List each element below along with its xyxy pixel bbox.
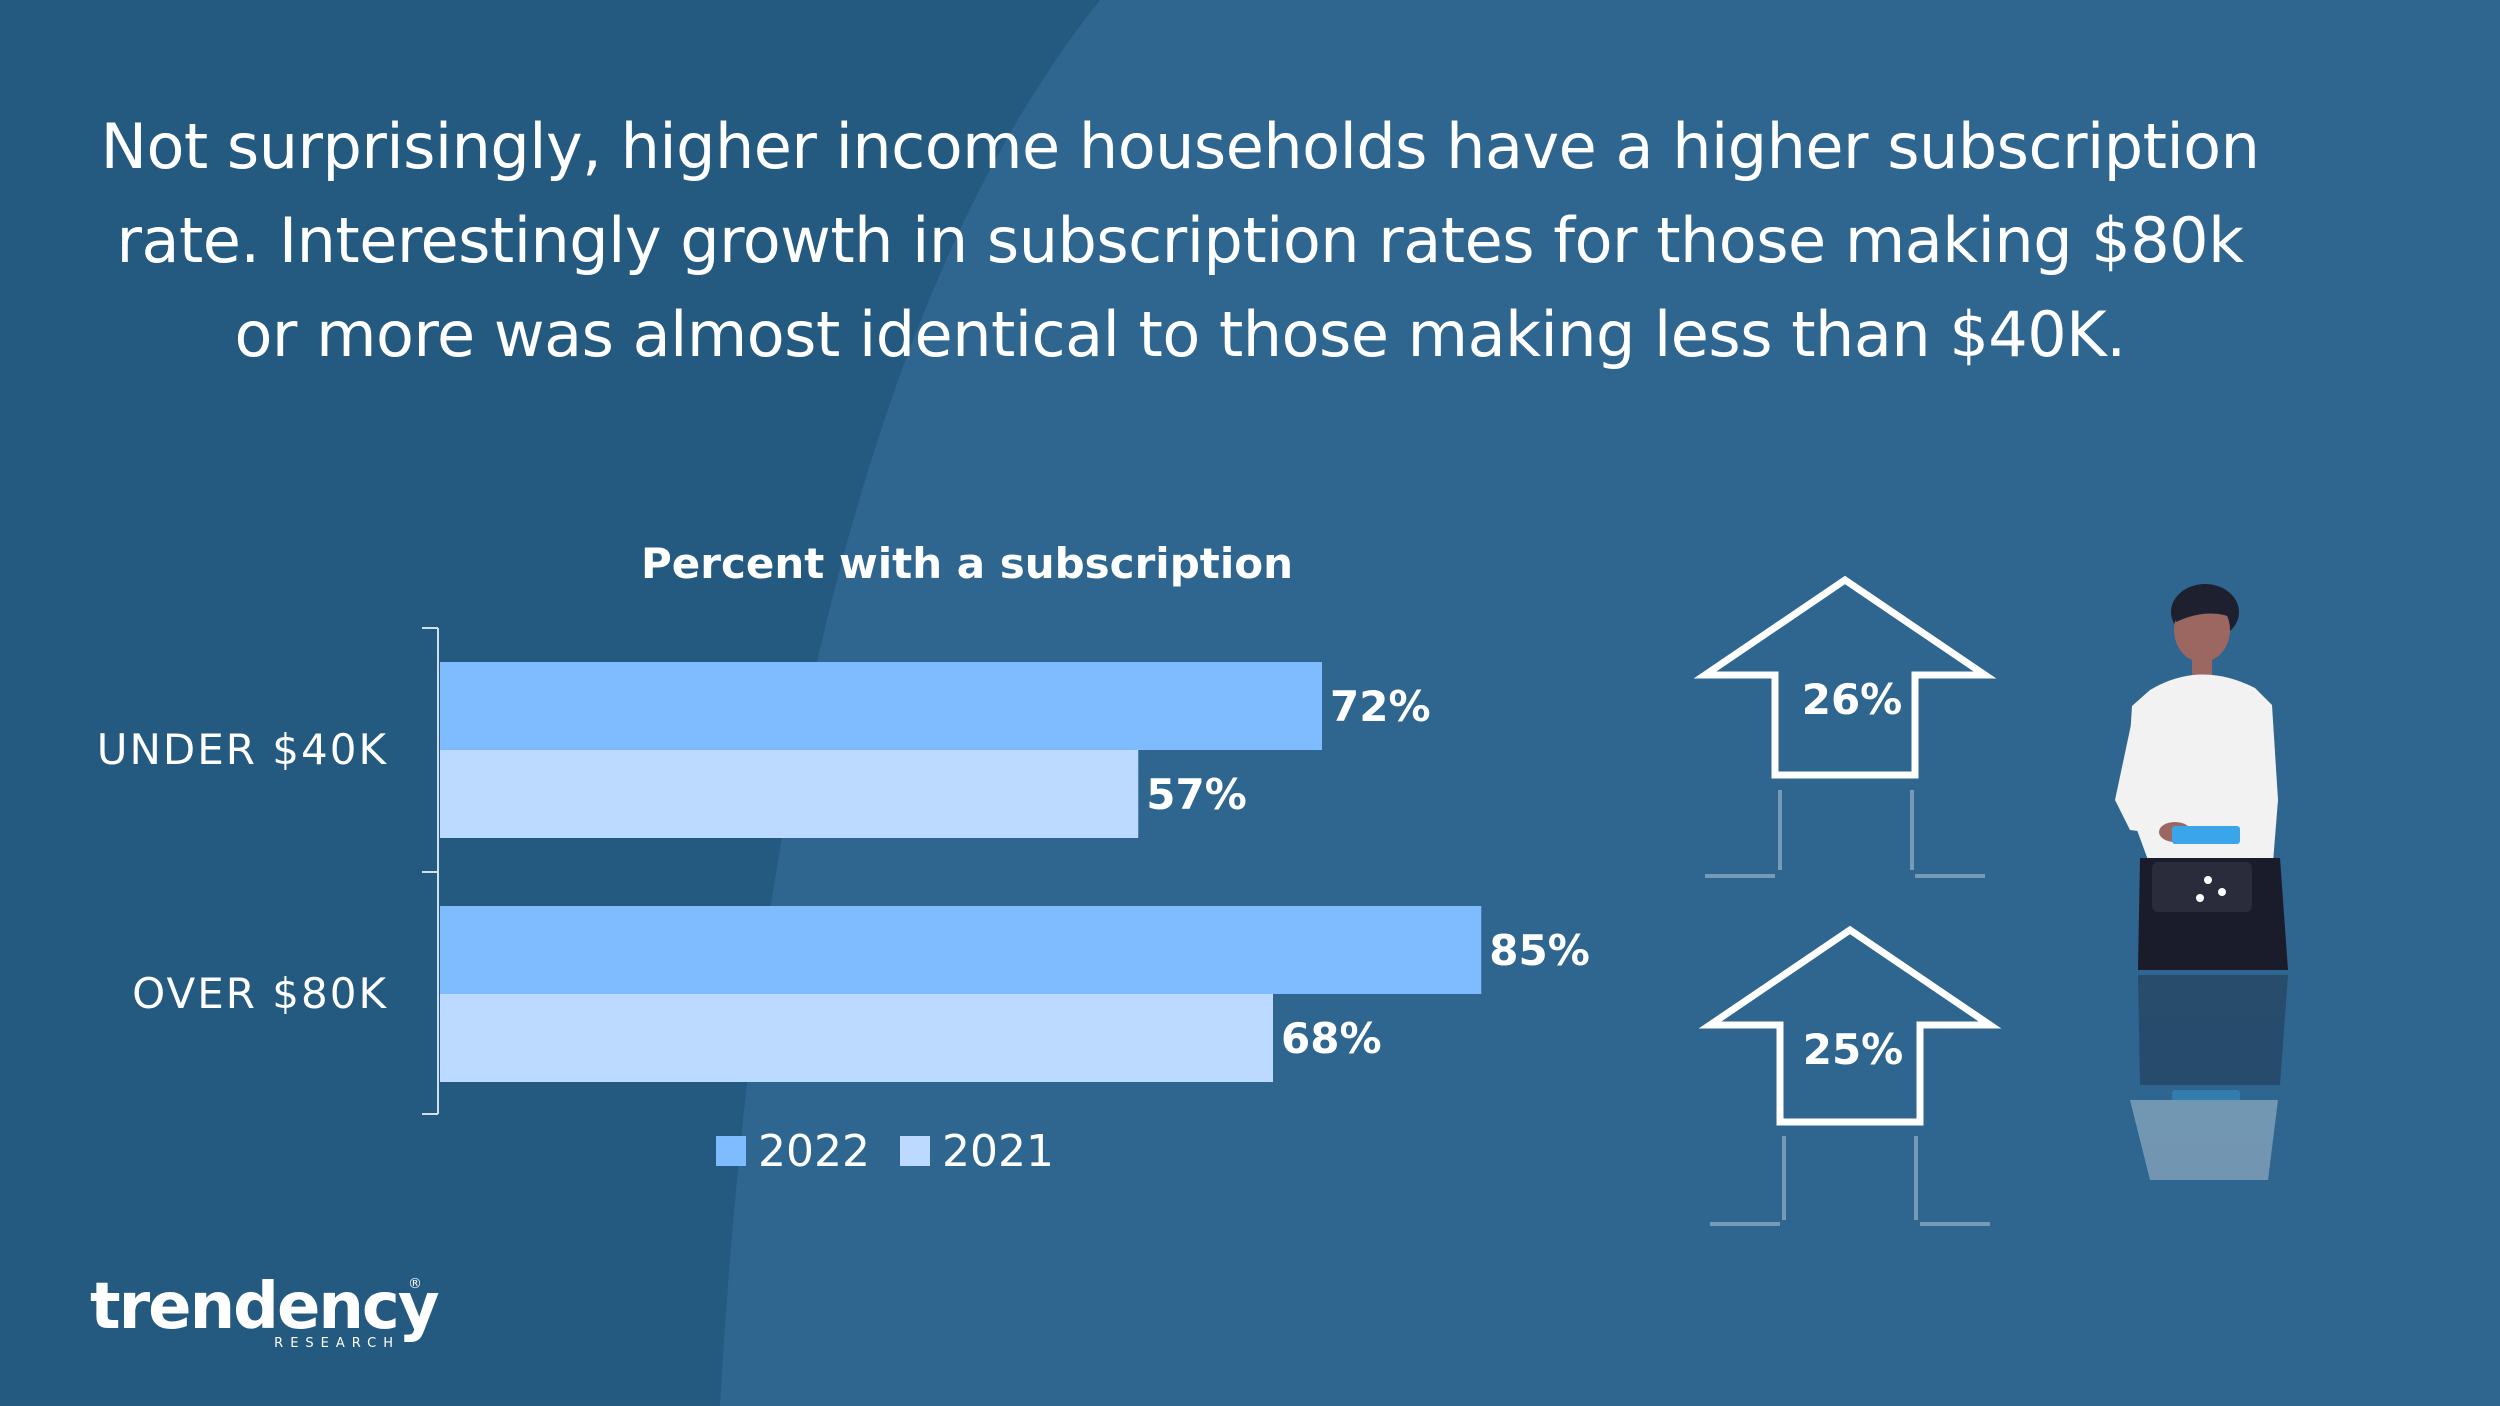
person-holding-tablet-icon [2115, 584, 2288, 1180]
growth-label-over-80k: 25% [1803, 1025, 1904, 1074]
legend-label-2021: 2021 [942, 1126, 1054, 1177]
logo-wordmark: trendency [90, 1270, 440, 1344]
logo-subtitle: RESEARCH [274, 1336, 400, 1351]
chart-title: Percent with a subscription [641, 539, 1293, 588]
data-label-2021-under-40k: 57% [1146, 770, 1247, 819]
bar-2022-under-40k [440, 662, 1322, 750]
headline-line-2: rate. Interestingly growth in subscripti… [116, 204, 2244, 277]
logo-registered-mark: ® [408, 1276, 422, 1292]
category-label-over-80k: OVER $80K [132, 969, 388, 1018]
headline: Not surprisingly, higher income househol… [40, 100, 2320, 382]
up-arrow-icon [1693, 575, 1997, 878]
legend-swatch-2022 [716, 1136, 746, 1166]
legend-swatch-2021 [900, 1136, 930, 1166]
headline-line-1: Not surprisingly, higher income househol… [100, 110, 2260, 183]
growth-label-under-40k: 26% [1802, 675, 1903, 724]
trendency-logo: trendency ® RESEARCH [90, 1270, 440, 1351]
arrow-reflection [1710, 1136, 1990, 1226]
legend-label-2022: 2022 [758, 1126, 870, 1177]
category-axis [422, 627, 439, 1115]
up-arrow-icon [1698, 925, 2002, 1226]
data-label-2022-over-80k: 85% [1489, 926, 1590, 975]
legend: 2022 2021 [716, 1126, 1054, 1177]
category-label-under-40k: UNDER $40K [97, 725, 388, 774]
person-reflection [2130, 975, 2288, 1180]
bar-2021-over-80k [440, 994, 1273, 1082]
data-label-2021-over-80k: 68% [1281, 1014, 1382, 1063]
bar-2021-under-40k [440, 750, 1139, 838]
arrow-reflection [1705, 790, 1985, 878]
headline-line-3: or more was almost identical to those ma… [234, 298, 2126, 371]
bar-2022-over-80k [440, 906, 1482, 994]
data-label-2022-under-40k: 72% [1330, 682, 1431, 731]
